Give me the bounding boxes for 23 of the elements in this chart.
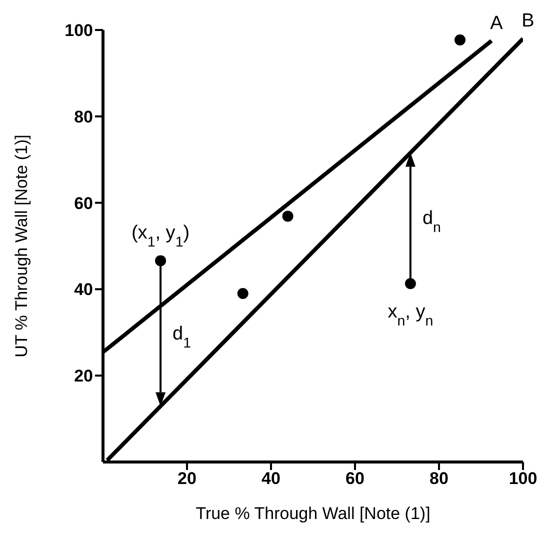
x-axis-title: True % Through Wall [Note (1)] xyxy=(196,504,430,523)
annotation: (x$_{1}$, y$_{1}$) xyxy=(131,222,190,251)
point xyxy=(237,288,248,300)
y-tick-label: 20 xyxy=(74,366,93,386)
annotation: d$_{1}$ xyxy=(172,323,192,352)
y-axis-title: UT % Through Wall [Note (1)] xyxy=(12,134,32,358)
x-tick-label: 40 xyxy=(262,469,280,488)
point xyxy=(404,278,416,290)
y-tick-label: 40 xyxy=(74,280,93,300)
y-tick-label: 100 xyxy=(64,21,93,40)
annotation: B xyxy=(522,10,534,32)
x-tick-label: 60 xyxy=(346,469,364,488)
point xyxy=(155,255,166,266)
annotation: d$_{n}$ xyxy=(422,208,441,236)
x-tick-label: 80 xyxy=(430,469,448,488)
y-tick-label: 80 xyxy=(74,107,93,126)
annotation: x$_{n}$, y$_{n}$ xyxy=(388,302,434,330)
x-tick-label: 100 xyxy=(508,469,538,488)
point xyxy=(282,210,294,222)
y-tick-label: 60 xyxy=(74,194,93,213)
x-tick-label: 20 xyxy=(178,469,196,488)
point xyxy=(454,34,466,46)
annotation: A xyxy=(490,12,504,34)
